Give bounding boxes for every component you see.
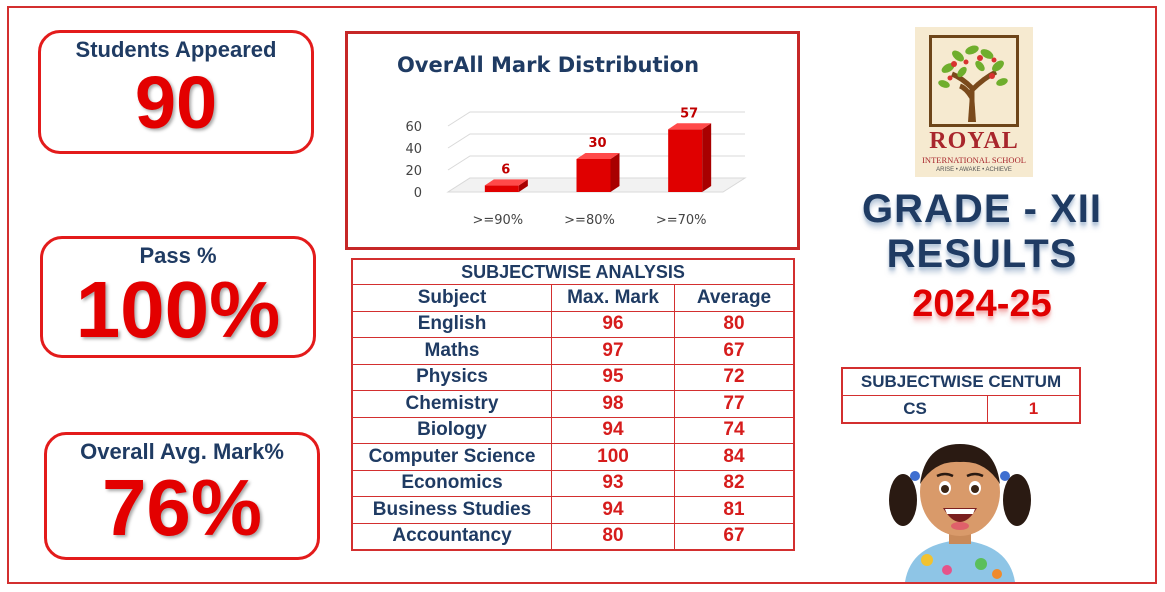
header-max-mark: Max. Mark <box>551 284 675 312</box>
grade-heading: GRADE - XII <box>862 187 1102 231</box>
students-appeared-value: 90 <box>134 61 218 144</box>
average-cell: 72 <box>674 363 795 391</box>
bar-top <box>576 153 620 159</box>
smiling-girl-illustration <box>889 444 1031 582</box>
pass-percentage-card: Pass % 100% <box>40 236 316 358</box>
mark-distribution-chart: OverAll Mark Distribution 0 20 40 60 6 >=90% 3… <box>345 31 800 250</box>
x-tick-label: >=70% <box>656 213 707 228</box>
page-frame <box>7 6 1157 584</box>
data-label: 57 <box>680 106 698 121</box>
overall-average-value: 76% <box>101 463 263 552</box>
tree-emblem-frame <box>929 35 1019 127</box>
table-row: Maths 97 67 <box>351 337 795 365</box>
max-mark-cell: 93 <box>551 469 675 497</box>
table-row: Chemistry 98 77 <box>351 390 795 418</box>
subjectwise-analysis-table: SUBJECTWISE ANALYSIS Subject Max. Mark A… <box>351 258 795 551</box>
analysis-title: SUBJECTWISE ANALYSIS <box>351 258 795 285</box>
header-average: Average <box>674 284 795 312</box>
average-cell: 82 <box>674 469 795 497</box>
data-label: 30 <box>588 136 606 151</box>
y-tick-label: 0 <box>414 186 422 201</box>
table-row: CS 1 <box>841 395 1081 424</box>
y-tick-label: 20 <box>405 164 422 179</box>
average-cell: 67 <box>674 337 795 365</box>
centum-subject: CS <box>841 395 988 424</box>
subject-cell: Physics <box>351 363 552 391</box>
max-mark-cell: 96 <box>551 310 675 338</box>
overall-average-label: Overall Avg. Mark% <box>80 439 284 464</box>
table-row: English 96 80 <box>351 310 795 338</box>
students-appeared-label: Students Appeared <box>75 37 277 62</box>
centum-count: 1 <box>987 395 1081 424</box>
bar-side <box>518 179 528 192</box>
mark-distribution-svg: OverAll Mark Distribution 0 20 40 60 6 >=90% 3… <box>397 53 747 228</box>
data-label: 6 <box>501 162 510 177</box>
bar-top <box>668 123 712 130</box>
tree-icon <box>938 45 1008 122</box>
max-mark-cell: 97 <box>551 337 675 365</box>
table-row: Economics 93 82 <box>351 469 795 497</box>
logo-subtitle: INTERNATIONAL SCHOOL <box>922 155 1026 165</box>
subjectwise-centum-table: SUBJECTWISE CENTUM CS 1 <box>841 367 1081 424</box>
subject-cell: Business Studies <box>351 496 552 524</box>
bar <box>484 185 519 192</box>
bar-side <box>610 153 620 192</box>
gridline <box>447 133 745 149</box>
bar-side <box>702 123 712 192</box>
subject-cell: Biology <box>351 416 552 444</box>
y-tick-label: 60 <box>405 120 422 135</box>
results-heading: RESULTS <box>886 232 1078 276</box>
average-cell: 80 <box>674 310 795 338</box>
subject-cell: Economics <box>351 469 552 497</box>
average-cell: 81 <box>674 496 795 524</box>
max-mark-cell: 80 <box>551 522 675 551</box>
table-row: Computer Science 100 84 <box>351 443 795 471</box>
logo-motto: ARISE • AWAKE • ACHIEVE <box>936 167 1012 173</box>
max-mark-cell: 94 <box>551 416 675 444</box>
bar <box>668 129 703 192</box>
pass-percentage-value: 100% <box>75 265 281 354</box>
max-mark-cell: 95 <box>551 363 675 391</box>
subject-cell: English <box>351 310 552 338</box>
students-appeared-card: Students Appeared 90 <box>38 30 314 154</box>
subject-cell: Computer Science <box>351 443 552 471</box>
academic-year: 2024-25 <box>912 283 1052 325</box>
average-cell: 77 <box>674 390 795 418</box>
gridline <box>447 111 745 127</box>
table-row: Biology 94 74 <box>351 416 795 444</box>
chart-title: OverAll Mark Distribution <box>397 53 699 77</box>
overall-average-card: Overall Avg. Mark% 76% <box>44 432 320 560</box>
max-mark-cell: 94 <box>551 496 675 524</box>
max-mark-cell: 98 <box>551 390 675 418</box>
centum-title: SUBJECTWISE CENTUM <box>841 367 1081 396</box>
table-row: Business Studies 94 81 <box>351 496 795 524</box>
average-cell: 84 <box>674 443 795 471</box>
subject-cell: Chemistry <box>351 390 552 418</box>
pass-percentage-label: Pass % <box>139 243 217 268</box>
logo-name: ROYAL <box>929 128 1019 154</box>
x-tick-label: >=80% <box>564 213 615 228</box>
average-cell: 67 <box>674 522 795 551</box>
school-logo: ROYAL INTERNATIONAL SCHOOL ARISE • AWAKE… <box>915 27 1033 177</box>
subject-cell: Maths <box>351 337 552 365</box>
gridline <box>447 155 745 171</box>
table-row: Accountancy 80 67 <box>351 522 795 551</box>
max-mark-cell: 100 <box>551 443 675 471</box>
table-row: Physics 95 72 <box>351 363 795 391</box>
y-tick-label: 40 <box>405 142 422 157</box>
subject-cell: Accountancy <box>351 522 552 551</box>
average-cell: 74 <box>674 416 795 444</box>
bar <box>576 159 611 192</box>
bar-top <box>484 179 528 186</box>
header-subject: Subject <box>351 284 552 312</box>
x-tick-label: >=90% <box>472 213 523 228</box>
